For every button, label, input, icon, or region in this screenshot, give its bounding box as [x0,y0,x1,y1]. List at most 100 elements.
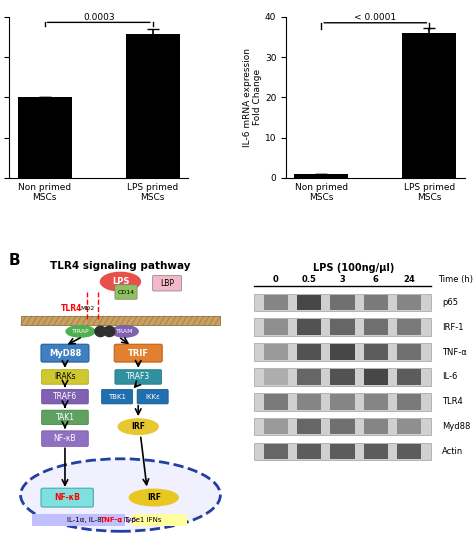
Text: Myd88: Myd88 [442,422,471,431]
Text: 0.5: 0.5 [302,275,317,284]
Text: MyD88: MyD88 [49,349,81,358]
Text: LPS (100ng/µl): LPS (100ng/µl) [313,263,394,273]
Bar [264,320,288,335]
FancyBboxPatch shape [137,389,168,404]
Y-axis label: IL-6 mRNA expression
Fold Change: IL-6 mRNA expression Fold Change [243,48,262,147]
Text: TRIF: TRIF [128,349,149,358]
Bar [397,394,421,410]
FancyBboxPatch shape [42,370,88,384]
Bar [264,369,288,384]
Text: TAK1: TAK1 [55,413,74,422]
Bar [18,97,72,178]
Bar [254,343,431,361]
Text: 24: 24 [403,275,415,284]
Bar [397,320,421,335]
Bar [330,344,355,360]
Text: IL-1α, IL-8,: IL-1α, IL-8, [67,517,106,523]
Bar [364,320,388,335]
Bar [254,368,431,386]
Bar [397,444,421,459]
Bar [264,419,288,435]
Bar [330,295,355,310]
Text: TIRAP: TIRAP [72,329,89,334]
Bar [397,369,421,384]
Text: MD2: MD2 [80,306,94,311]
Ellipse shape [20,459,220,531]
Text: TLR4 signaling pathway: TLR4 signaling pathway [50,261,191,271]
Text: 0: 0 [273,275,279,284]
Text: Actin: Actin [442,447,464,456]
Text: B: B [9,253,20,268]
Ellipse shape [118,419,158,435]
Bar [364,394,388,410]
Text: IKKε: IKKε [145,393,160,400]
Ellipse shape [111,326,138,337]
Bar [254,294,431,311]
FancyBboxPatch shape [115,370,162,384]
Bar [297,394,321,410]
FancyBboxPatch shape [42,431,88,446]
Bar [297,295,321,310]
FancyBboxPatch shape [42,389,88,404]
Bar [264,295,288,310]
Text: TRAF6: TRAF6 [53,392,77,401]
Bar [397,344,421,360]
Text: p65: p65 [442,298,458,307]
Text: IRF: IRF [131,422,145,431]
Bar [132,514,187,526]
Text: TRAF3: TRAF3 [126,373,150,382]
Bar [254,418,431,435]
Ellipse shape [66,326,95,337]
Bar [397,419,421,435]
Bar [254,442,431,460]
Bar [402,33,456,178]
Text: TLR4: TLR4 [61,304,82,313]
Ellipse shape [100,272,140,291]
FancyBboxPatch shape [41,488,93,507]
Bar [330,369,355,384]
FancyBboxPatch shape [101,389,133,404]
Text: IRF-1: IRF-1 [442,323,464,332]
FancyBboxPatch shape [42,410,88,425]
Text: LPS: LPS [112,277,129,286]
Text: IRF: IRF [147,493,161,502]
Bar [364,419,388,435]
Text: 3: 3 [339,275,346,284]
Bar [20,316,220,325]
Text: Time (h): Time (h) [438,275,473,284]
Bar [254,393,431,411]
Text: LBP: LBP [160,278,174,287]
Text: TBK1: TBK1 [108,393,126,400]
Text: TRAM: TRAM [116,329,134,334]
Bar [297,369,321,384]
Ellipse shape [129,489,178,506]
Bar [330,394,355,410]
Text: NF-κB: NF-κB [54,434,76,443]
Bar [297,444,321,459]
Bar [330,320,355,335]
Bar [364,344,388,360]
Text: TNF-α: TNF-α [100,517,122,523]
Text: TNF-α: TNF-α [442,348,467,357]
Bar [330,444,355,459]
FancyBboxPatch shape [115,285,137,299]
Bar [294,174,348,178]
FancyBboxPatch shape [41,344,89,362]
Text: CD14: CD14 [118,290,135,295]
Bar [297,344,321,360]
Bar [126,35,180,178]
Bar [264,344,288,360]
Bar [364,369,388,384]
Bar [254,319,431,336]
Circle shape [95,326,106,336]
Bar [364,444,388,459]
Text: Type1 IFNs: Type1 IFNs [124,517,162,523]
Bar [397,295,421,310]
Bar [330,419,355,435]
Text: 6: 6 [373,275,379,284]
Text: IL-6: IL-6 [442,373,458,382]
Circle shape [104,326,115,336]
Bar [364,295,388,310]
Bar [297,419,321,435]
FancyBboxPatch shape [153,276,182,291]
